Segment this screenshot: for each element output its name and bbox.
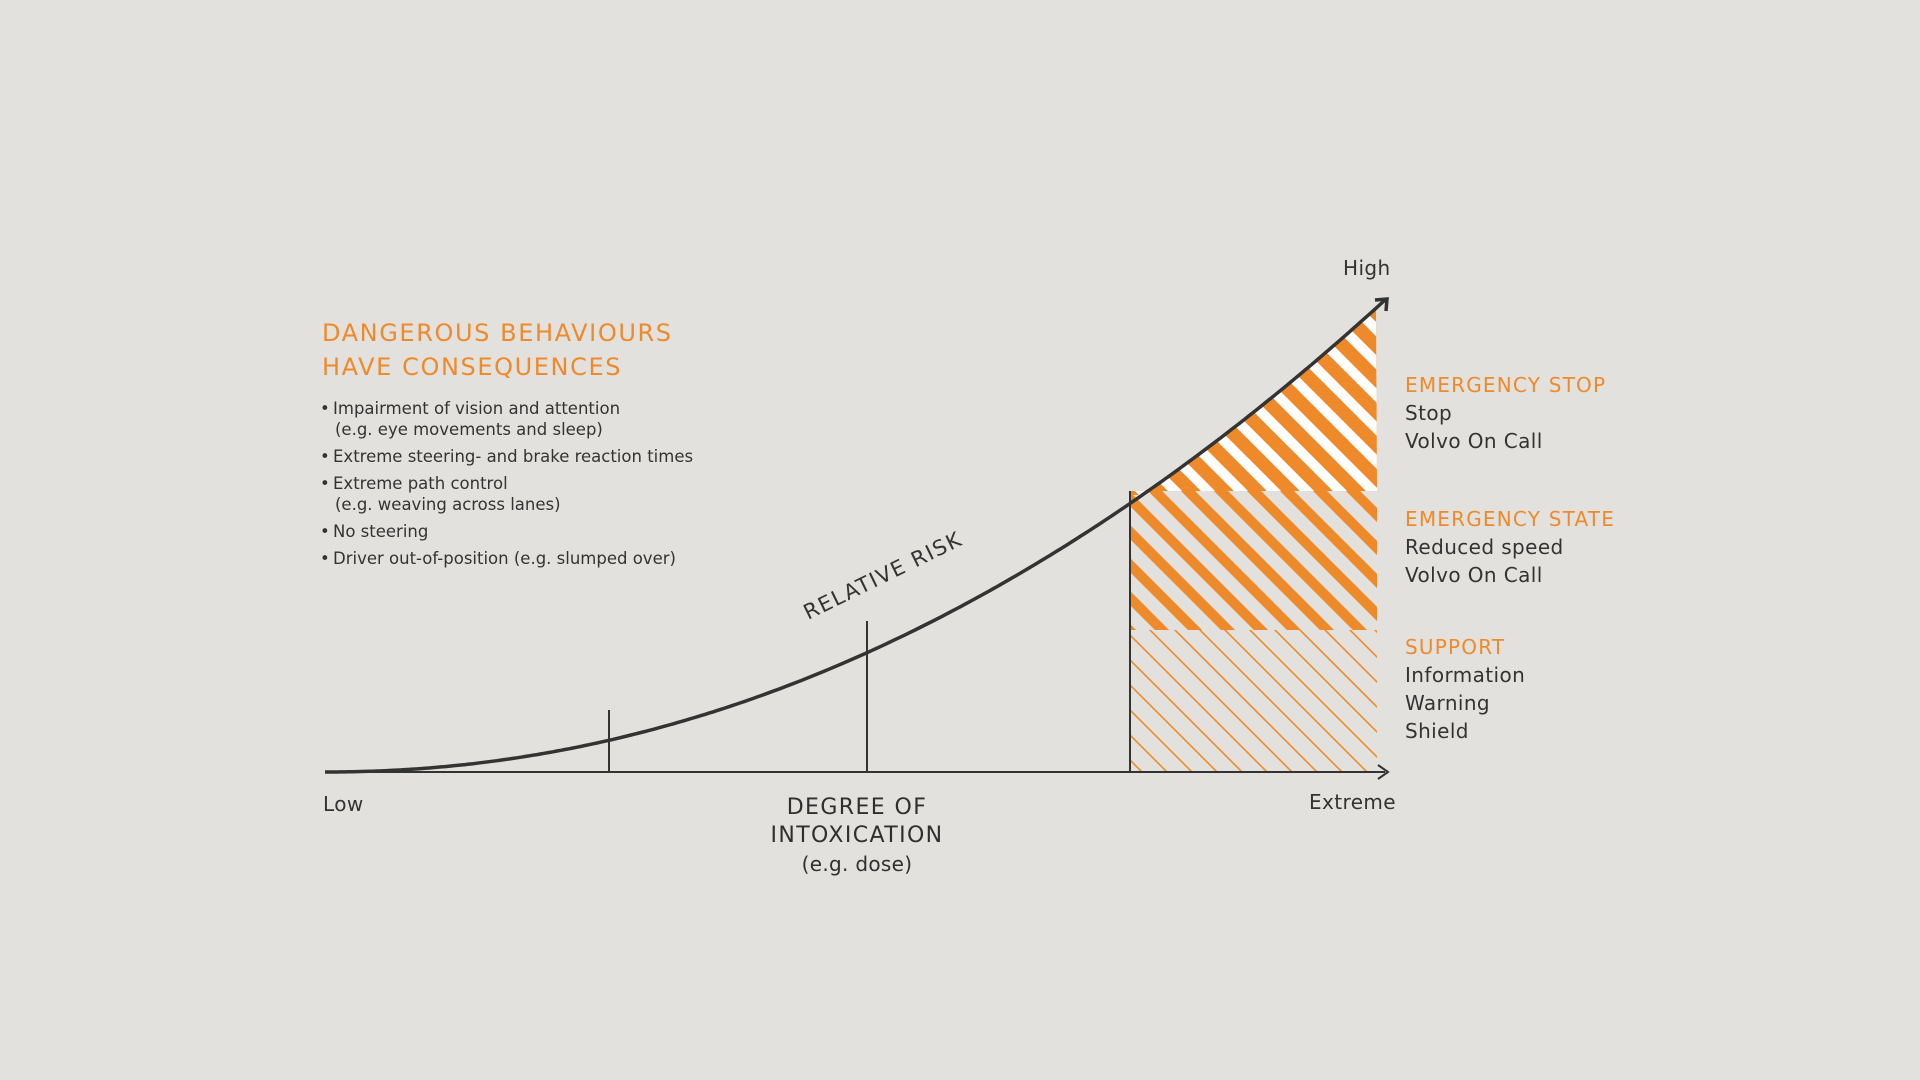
- hatch-stripe: [845, 625, 1000, 780]
- level-line: Information: [1405, 663, 1526, 687]
- hatch-stripe: [1611, 485, 1766, 640]
- hatch-stripe: [1130, 308, 1254, 504]
- hatch-stripe: [918, 300, 1118, 500]
- hatch-stripe: [1130, 557, 1203, 630]
- hatch-stripe: [1595, 625, 1750, 780]
- hatch-stripe: [920, 625, 1075, 780]
- level-support: SUPPORT Information Warning Shield: [1405, 633, 1525, 745]
- level-line: Volvo On Call: [1405, 563, 1543, 587]
- y-axis-high-label: High: [1343, 256, 1391, 280]
- level-emergency-stop: EMERGENCY STOP Stop Volvo On Call: [1405, 371, 1606, 455]
- zone-support: [770, 625, 1750, 780]
- hatch-stripe: [1130, 308, 1188, 504]
- hatch-stripe: [819, 300, 1019, 500]
- hatch-stripe: [786, 300, 986, 500]
- hatch-stripe: [1246, 491, 1377, 622]
- x-axis-extreme-label: Extreme: [1309, 790, 1396, 814]
- level-line: Reduced speed: [1405, 535, 1564, 559]
- hatch-stripe: [1130, 658, 1244, 772]
- level-line: Warning: [1405, 691, 1491, 715]
- hatch-stripe: [1348, 630, 1377, 659]
- level-emergency-state: EMERGENCY STATE Reduced speed Volvo On C…: [1405, 505, 1615, 589]
- hatch-stripe: [1130, 491, 1269, 630]
- hatch-stripe: [753, 300, 953, 500]
- x-axis-low-label: Low: [323, 792, 364, 816]
- hatch-stripe: [1148, 630, 1294, 772]
- hatch-stripe: [970, 625, 1125, 780]
- zone-emergency-stop: [720, 300, 1811, 504]
- hatch-stripe: [1298, 630, 1377, 709]
- hatch-stripe: [951, 485, 1106, 640]
- hatch-stripe: [870, 625, 1025, 780]
- hatch-stripe: [1147, 491, 1302, 630]
- hatch-stripe: [1312, 491, 1377, 556]
- hatch-stripe: [770, 625, 925, 780]
- x-axis-title-main: DEGREE OF INTOXICATION: [770, 795, 944, 848]
- hatch-stripe: [885, 300, 1085, 500]
- behaviour-list: • Impairment of vision and attention (e.g.…: [320, 398, 693, 575]
- zone-emergency-state: [720, 485, 1766, 640]
- hatch-stripe: [1273, 630, 1377, 734]
- hatch-stripe: [1345, 491, 1377, 523]
- hatch-stripe: [945, 625, 1100, 780]
- hatch-stripe: [1130, 633, 1269, 772]
- list-item: • Driver out-of-position (e.g. slumped ov…: [320, 549, 676, 568]
- list-item: • Extreme steering- and brake reaction ti…: [320, 447, 694, 466]
- level-title: EMERGENCY STATE: [1405, 507, 1616, 531]
- curve-label: RELATIVE RISK: [800, 527, 966, 625]
- level-line: Volvo On Call: [1405, 429, 1543, 453]
- heading-line-1: DANGEROUS BEHAVIOURS: [322, 319, 673, 347]
- hatch-stripe: [1130, 683, 1219, 772]
- hatch-stripe: [895, 625, 1050, 780]
- hatch-stripe: [1223, 630, 1369, 772]
- hatch-stripe: [1180, 491, 1335, 630]
- hatch-stripe: [1130, 524, 1236, 630]
- list-item: • Impairment of vision and attention (e.g.…: [320, 399, 621, 439]
- hatch-stripe: [1130, 623, 1137, 630]
- hatch-stripe: [1130, 708, 1194, 772]
- level-title: EMERGENCY STOP: [1405, 373, 1607, 397]
- list-item: • No steering: [320, 522, 429, 541]
- x-axis-arrow-icon: [1377, 764, 1390, 780]
- hatch-stripe: [1520, 625, 1675, 780]
- relative-risk-curve: [325, 298, 1387, 774]
- hatch-stripe: [720, 300, 920, 500]
- hatch-stripe: [1570, 625, 1725, 780]
- hatch-stripe: [820, 625, 975, 780]
- heading-line-2: HAVE CONSEQUENCES: [322, 353, 623, 381]
- hatch-stripe: [1130, 308, 1155, 504]
- hatch-stripe: [852, 300, 1052, 500]
- curve-arrow-icon: [1374, 297, 1389, 312]
- hatch-stripe: [720, 485, 875, 640]
- hatch-stripe: [1130, 308, 1221, 504]
- hatch-stripe: [1545, 625, 1700, 780]
- hatch-stripe: [1213, 491, 1368, 630]
- hatch-stripe: [1173, 630, 1319, 772]
- hatch-stripe: [1130, 758, 1144, 772]
- hatch-stripe: [1130, 590, 1170, 630]
- hatch-stripe: [1578, 300, 1778, 500]
- hatch-stripe: [1279, 491, 1377, 589]
- level-line: Stop: [1405, 401, 1453, 425]
- hatch-stripe: [1198, 630, 1344, 772]
- diagram-heading: DANGEROUS BEHAVIOURS HAVE CONSEQUENCES: [322, 316, 673, 384]
- hatch-stripe: [1130, 733, 1169, 772]
- hatch-stripe: [1248, 630, 1377, 759]
- level-line: Shield: [1405, 719, 1469, 743]
- hatch-stripe: [1611, 300, 1811, 500]
- x-axis-subtitle: (e.g. dose): [801, 852, 913, 876]
- level-title: SUPPORT: [1405, 635, 1506, 659]
- hatch-stripe: [1323, 630, 1377, 684]
- list-item: • Extreme path control (e.g. weaving acros…: [320, 474, 561, 514]
- x-axis-title: DEGREE OF INTOXICATION (e.g. dose): [697, 794, 1017, 878]
